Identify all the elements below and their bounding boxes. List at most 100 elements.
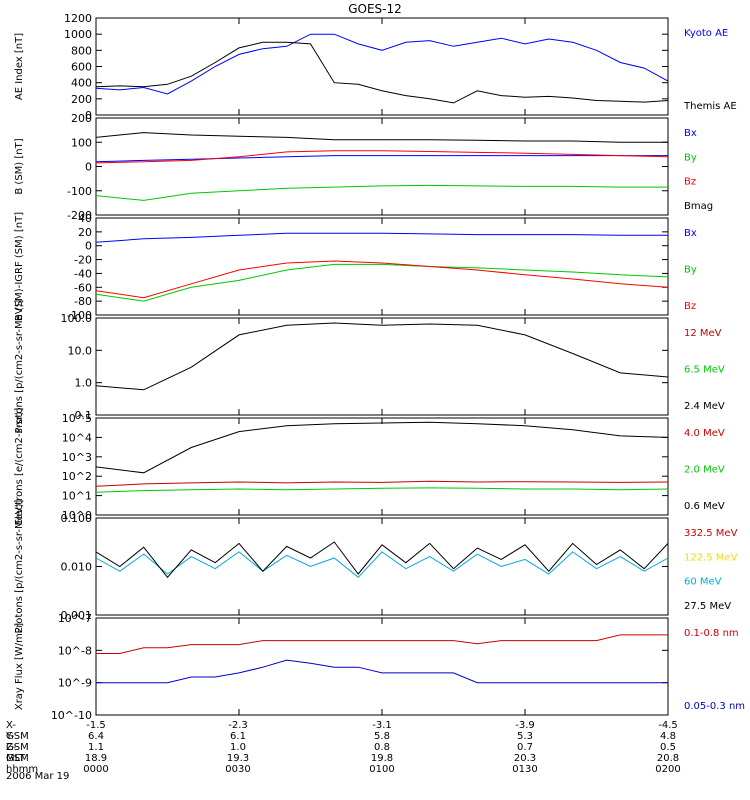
legend-label: Bx — [684, 128, 697, 139]
ephemeris-value: 0100 — [369, 764, 395, 775]
ephemeris-value: 5.8 — [374, 731, 390, 742]
legend-label: 2.4 MeV — [684, 401, 725, 412]
ylabel-panel-4: Protons [p/(cm2-s-sr-MeV)] — [14, 299, 25, 433]
ylabel-panel-7: Xray Flux [W/m2] — [14, 623, 25, 710]
legend-label: Bz — [684, 301, 696, 312]
ephemeris-value: 0.7 — [517, 742, 533, 753]
series-line — [96, 634, 668, 654]
ephemeris-value: 0.5 — [660, 742, 676, 753]
legend-label: 60 MeV — [684, 577, 722, 588]
ephemeris-value: 20.8 — [656, 753, 680, 764]
ytick-label: -100 — [67, 309, 92, 322]
ephemeris-value: -3.9 — [515, 720, 535, 731]
series-line — [96, 659, 668, 684]
ephemeris-row-name: hhmm — [6, 764, 39, 775]
ylabel-panel-2: B (SM) [nT] — [14, 138, 25, 194]
ytick-label: 10^3 — [62, 451, 92, 464]
ephemeris-value: 19.3 — [226, 753, 250, 764]
series-line — [95, 541, 669, 579]
ephemeris-value: 0200 — [655, 764, 681, 775]
legend-label: Bz — [684, 177, 696, 188]
ytick-label: 0.010 — [61, 561, 93, 574]
ytick-label: -60 — [74, 281, 92, 294]
ylabel-panel-5: Electrons [e/(cm2-s-sr)] — [14, 407, 25, 525]
ephemeris-value: 20.3 — [513, 753, 537, 764]
ytick-label: 100 — [71, 136, 92, 149]
legend-label: 12 MeV — [684, 328, 722, 339]
legend-label: 122.5 MeV — [684, 552, 738, 563]
ephemeris-value: -3.1 — [372, 720, 392, 731]
panel-frame-5 — [95, 417, 669, 516]
ytick-label: 10^2 — [62, 470, 92, 483]
ytick-label: 10^-10 — [51, 709, 92, 722]
ytick-label: 1000 — [64, 28, 92, 41]
ephemeris-value: 6.4 — [88, 731, 104, 742]
ytick-label: 0 — [85, 240, 92, 253]
legend-label: 6.5 MeV — [684, 365, 725, 376]
ylabel-panel-6: Protons [p/(cm2-s-sr-MeV)] — [14, 499, 25, 633]
series-line — [95, 33, 669, 95]
legend-label: Themis AE — [683, 101, 737, 112]
ytick-label: 1200 — [64, 12, 92, 25]
ytick-label: 40 — [78, 212, 92, 225]
ytick-label: 400 — [71, 77, 92, 90]
ytick-label: 200 — [71, 112, 92, 125]
ytick-label: 10^4 — [62, 431, 92, 444]
ytick-label: 100.0 — [61, 312, 93, 325]
ephemeris-value: 0130 — [512, 764, 538, 775]
ytick-label: 800 — [71, 44, 92, 57]
legend-label: 27.5 MeV — [684, 601, 731, 612]
ylabel-panel-3: B (SM)-IGRF (SM) [nT] — [14, 212, 25, 321]
panel-frame-1 — [95, 17, 669, 116]
ytick-label: 200 — [71, 93, 92, 106]
series-line — [95, 232, 668, 243]
ephemeris-value: 1.1 — [88, 742, 104, 753]
ytick-label: 1.0 — [75, 377, 93, 390]
series-line — [95, 487, 669, 493]
ytick-label: 10^-8 — [58, 644, 92, 657]
ephemeris-value: 5.3 — [517, 731, 533, 742]
ytick-label: 0.001 — [61, 609, 93, 622]
panel-frame-4 — [95, 317, 669, 416]
ytick-label: -100 — [67, 185, 92, 198]
ephemeris-value: 0030 — [225, 764, 251, 775]
ytick-label: 10^5 — [62, 412, 92, 425]
legend-label: By — [684, 265, 697, 276]
series-line — [95, 480, 669, 487]
series-line — [95, 41, 669, 104]
ytick-label: -20 — [74, 254, 92, 267]
legend-label: Bmag — [684, 201, 713, 212]
ytick-label: 0 — [85, 109, 92, 122]
ytick-label: -200 — [67, 209, 92, 222]
ytick-label: 10.0 — [68, 344, 93, 357]
ephemeris-row-name: X-GSM — [6, 720, 29, 742]
legend-label: Kyoto AE — [684, 28, 728, 39]
legend-label: Bx — [684, 228, 697, 239]
legend-label: 2.0 MeV — [684, 465, 725, 476]
ephemeris-value: -4.5 — [658, 720, 678, 731]
date-label: 2006 Mar 19 — [6, 771, 70, 782]
ephemeris-value: -1.5 — [86, 720, 106, 731]
ytick-label: 10^1 — [62, 490, 92, 503]
series-line — [95, 184, 668, 201]
ephemeris-row-name: Y-GSM — [6, 731, 29, 753]
panel-frame-7 — [95, 617, 669, 716]
plot-title: GOES-12 — [348, 2, 402, 16]
ytick-label: 0.100 — [61, 512, 93, 525]
panel-frame-6 — [95, 517, 669, 616]
series-line — [95, 263, 669, 302]
legend-label: 0.1-0.8 nm — [684, 628, 739, 639]
ephemeris-value: 1.0 — [230, 742, 246, 753]
ephemeris-value: 18.9 — [84, 753, 108, 764]
series-line — [95, 155, 668, 163]
series-line — [95, 150, 669, 164]
ephemeris-value: 0.8 — [374, 742, 390, 753]
ephemeris-value: 19.8 — [370, 753, 394, 764]
ephemeris-value: 0000 — [83, 764, 109, 775]
ytick-label: 600 — [71, 61, 92, 74]
legend-label: 4.0 MeV — [684, 428, 725, 439]
ytick-label: 10^-7 — [58, 612, 92, 625]
ytick-label: 0.1 — [75, 409, 93, 422]
panel-frame-3 — [95, 217, 669, 316]
